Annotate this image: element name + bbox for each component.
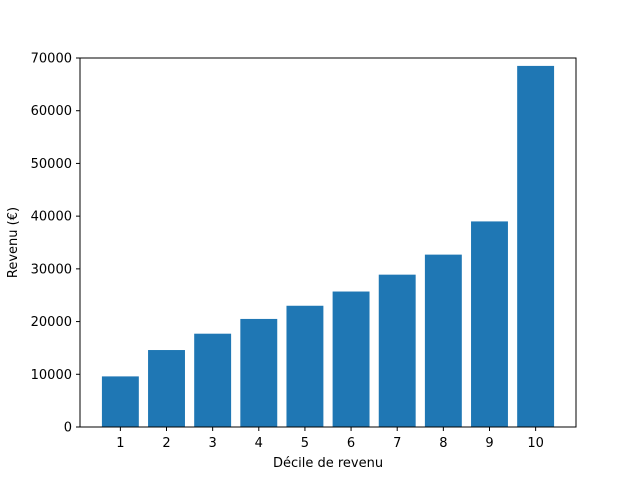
- bar-decile-5: [286, 305, 324, 427]
- y-tick-label: 30000: [31, 262, 72, 277]
- bars: [101, 65, 555, 428]
- x-tick-label: 6: [347, 436, 355, 451]
- y-tick-label: 70000: [31, 52, 72, 67]
- bar-decile-3: [194, 333, 232, 427]
- y-axis-label: Revenu (€): [6, 207, 21, 278]
- bar-decile-1: [101, 376, 139, 427]
- y-axis-ticks: 0 10000 20000 30000 40000 50000 60000 70000: [31, 52, 80, 436]
- x-tick-label: 7: [393, 436, 401, 451]
- y-tick-label: 60000: [31, 104, 72, 119]
- x-tick-label: 10: [527, 436, 544, 451]
- x-tick-label: 1: [116, 436, 124, 451]
- bar-decile-4: [240, 318, 278, 427]
- plot-frame: [79, 57, 577, 428]
- y-tick-label: 20000: [31, 315, 72, 330]
- y-tick-label: 50000: [31, 157, 72, 172]
- y-tick-label: 10000: [31, 368, 72, 383]
- x-axis-ticks: 1 2 3 4 5 6 7 8 9 10: [116, 427, 544, 451]
- bar-decile-7: [378, 274, 416, 427]
- x-tick-label: 3: [209, 436, 217, 451]
- bar-decile-2: [148, 350, 185, 427]
- x-tick-label: 4: [255, 436, 263, 451]
- x-tick-label: 2: [162, 436, 170, 451]
- y-tick-label: 40000: [31, 210, 72, 225]
- x-axis-label: Décile de revenu: [273, 456, 383, 471]
- bar-decile-10: [517, 65, 555, 428]
- x-tick-label: 8: [439, 436, 447, 451]
- x-tick-label: 5: [301, 436, 309, 451]
- x-tick-label: 9: [485, 436, 493, 451]
- bar-decile-8: [424, 254, 462, 427]
- bar-decile-6: [332, 291, 370, 427]
- y-tick-label: 0: [64, 421, 72, 436]
- bar-decile-9: [471, 221, 508, 427]
